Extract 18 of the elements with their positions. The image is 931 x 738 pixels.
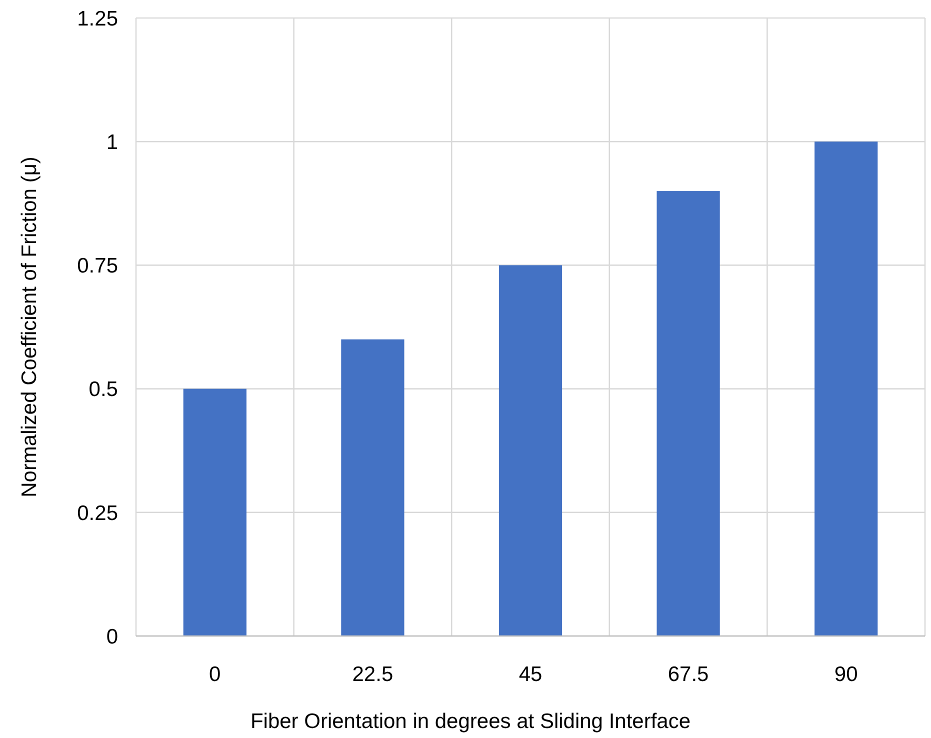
bar (183, 388, 246, 636)
x-tick-label: 0 (209, 663, 221, 686)
bar (341, 339, 404, 636)
x-tick-label: 22.5 (352, 663, 394, 686)
y-tick-label: 0.5 (88, 378, 118, 402)
x-tick-label: 67.5 (668, 663, 709, 686)
y-tick-label: 1 (106, 130, 118, 154)
y-tick-label: 1.25 (77, 7, 118, 30)
y-tick-label: 0.25 (77, 502, 118, 525)
x-tick-label: 45 (518, 663, 542, 686)
x-tick-label: 90 (834, 663, 858, 686)
x-axis-title: Fiber Orientation in degrees at Sliding Interface (250, 710, 691, 733)
bar (498, 265, 562, 636)
y-axis-title: Normalized Coefficient of Friction (μ) (18, 156, 41, 498)
y-tick-label: 0.75 (77, 254, 118, 278)
y-tick-label: 0 (106, 625, 118, 648)
bar (814, 142, 878, 636)
bar (656, 191, 720, 636)
